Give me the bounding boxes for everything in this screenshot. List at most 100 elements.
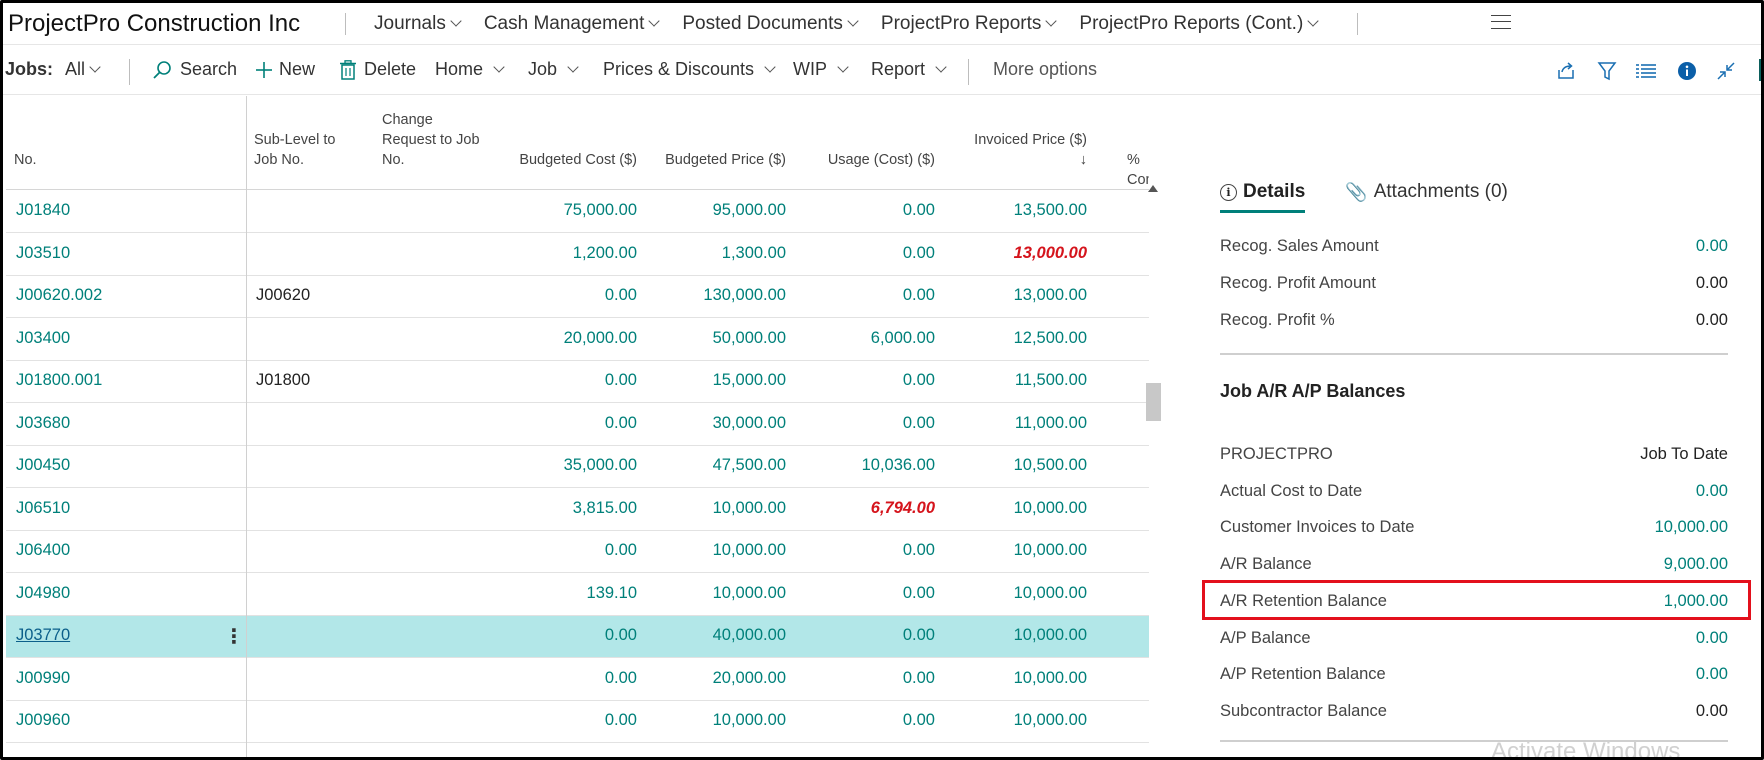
budgeted-cost-value[interactable]: 0.00	[604, 286, 637, 304]
nav-projectpro-reports[interactable]: ProjectPro Reports	[881, 13, 1058, 35]
delete-button[interactable]: Delete	[340, 59, 416, 80]
usage-cost-value[interactable]: 0.00	[902, 541, 935, 559]
row-actions-icon[interactable]: ⋮	[224, 626, 244, 648]
usage-cost-value[interactable]: 0.00	[902, 626, 935, 644]
tab-attachments[interactable]: 📎 Attachments (0)	[1345, 181, 1508, 202]
job-no-link[interactable]: J00990	[16, 668, 71, 687]
job-no-link[interactable]: J01840	[16, 201, 71, 219]
table-row[interactable]: J01840 75,000.00 95,000.00 0.00 13,500.00	[6, 191, 1149, 233]
invoiced-price-value[interactable]: 13,000.00	[1013, 243, 1087, 262]
nav-projectpro-reports-cont[interactable]: ProjectPro Reports (Cont.)	[1079, 13, 1319, 35]
home-menu[interactable]: Home	[435, 59, 505, 80]
usage-cost-value[interactable]: 0.00	[902, 243, 935, 262]
job-no-link[interactable]: J06400	[16, 541, 71, 559]
job-no-link[interactable]: J03770	[16, 626, 71, 644]
invoiced-price-value[interactable]: 11,500.00	[1014, 371, 1087, 389]
invoiced-price-value[interactable]: 13,000.00	[1013, 286, 1087, 304]
table-row[interactable]: J00960 0.00 10,000.00 0.00 10,000.00	[6, 701, 1149, 743]
hamburger-menu-icon[interactable]	[1491, 15, 1511, 29]
table-row[interactable]: J04980 139.10 10,000.00 0.00 10,000.00	[6, 574, 1149, 616]
budgeted-price-value[interactable]: 30,000.00	[712, 413, 786, 432]
budgeted-price-value[interactable]: 1,300.00	[721, 243, 786, 262]
invoiced-price-value[interactable]: 10,000.00	[1013, 583, 1087, 602]
share-icon[interactable]	[1554, 59, 1578, 83]
budgeted-price-value[interactable]: 10,000.00	[712, 711, 786, 729]
column-header-percent-complete[interactable]: % Com	[1127, 152, 1149, 188]
new-button[interactable]: New	[255, 59, 315, 80]
wip-menu[interactable]: WIP	[793, 59, 849, 80]
tab-details[interactable]: i Details	[1220, 181, 1306, 213]
budgeted-cost-value[interactable]: 0.00	[604, 413, 637, 432]
job-no-link[interactable]: J00450	[16, 456, 71, 474]
budgeted-cost-value[interactable]: 0.00	[604, 626, 637, 644]
invoiced-price-value[interactable]: 10,500.00	[1013, 456, 1087, 474]
jobs-filter-dropdown[interactable]: All	[65, 59, 101, 80]
budgeted-cost-value[interactable]: 0.00	[604, 668, 637, 687]
job-no-link[interactable]: J03510	[16, 243, 71, 262]
table-row[interactable]: J00620.002 J00620 0.00 130,000.00 0.00 13,000…	[6, 276, 1149, 318]
usage-cost-value[interactable]: 0.00	[902, 668, 935, 687]
company-name[interactable]: ProjectPro Construction Inc	[8, 9, 301, 37]
invoiced-price-value[interactable]: 12,500.00	[1013, 328, 1087, 347]
budgeted-price-value[interactable]: 50,000.00	[712, 328, 786, 347]
invoiced-price-value[interactable]: 13,500.00	[1013, 201, 1087, 219]
job-menu[interactable]: Job	[528, 59, 579, 80]
table-row[interactable]: J00450 35,000.00 47,500.00 10,036.00 10,500.…	[6, 446, 1149, 488]
budgeted-price-value[interactable]: 10,000.00	[712, 541, 786, 559]
job-no-link[interactable]: J04980	[16, 583, 71, 602]
budgeted-price-value[interactable]: 10,000.00	[712, 583, 786, 602]
budgeted-cost-value[interactable]: 0.00	[604, 541, 637, 559]
table-row[interactable]: J06400 0.00 10,000.00 0.00 10,000.00	[6, 531, 1149, 573]
budgeted-price-value[interactable]: 40,000.00	[712, 626, 786, 644]
usage-cost-value[interactable]: 0.00	[902, 286, 935, 304]
table-row[interactable]: J00990 0.00 20,000.00 0.00 10,000.00	[6, 659, 1149, 701]
budgeted-price-value[interactable]: 47,500.00	[712, 456, 786, 474]
usage-cost-value[interactable]: 0.00	[902, 583, 935, 602]
prices-discounts-menu[interactable]: Prices & Discounts	[603, 59, 776, 80]
usage-cost-value[interactable]: 0.00	[902, 201, 935, 219]
search-button[interactable]: Search	[152, 59, 237, 80]
column-header-no[interactable]: No.	[14, 152, 37, 168]
vertical-scrollbar[interactable]	[1146, 383, 1161, 421]
job-no-link[interactable]: J01800.001	[16, 371, 103, 389]
job-no-link[interactable]: J06510	[16, 498, 71, 517]
budgeted-cost-value[interactable]: 3,815.00	[572, 498, 637, 517]
budgeted-price-value[interactable]: 10,000.00	[712, 498, 786, 517]
job-no-link[interactable]: J00620.002	[16, 286, 103, 304]
collapse-icon[interactable]	[1714, 59, 1738, 83]
usage-cost-value[interactable]: 10,036.00	[861, 456, 935, 474]
table-row[interactable]: J03770 ⋮ 0.00 40,000.00 0.00 10,000.00	[6, 616, 1149, 658]
budgeted-cost-value[interactable]: 139.10	[586, 583, 637, 602]
invoiced-price-value[interactable]: 10,000.00	[1013, 498, 1087, 517]
budgeted-cost-value[interactable]: 75,000.00	[563, 201, 637, 219]
budgeted-price-value[interactable]: 95,000.00	[712, 201, 786, 219]
table-row[interactable]: J03510 1,200.00 1,300.00 0.00 13,000.00	[6, 234, 1149, 276]
budgeted-cost-value[interactable]: 0.00	[604, 371, 637, 389]
column-header-change-request[interactable]: Change Request to Job No.	[382, 112, 480, 168]
usage-cost-value[interactable]: 0.00	[902, 371, 935, 389]
usage-cost-value[interactable]: 0.00	[902, 413, 935, 432]
budgeted-cost-value[interactable]: 1,200.00	[572, 243, 637, 262]
budgeted-price-value[interactable]: 130,000.00	[703, 286, 786, 304]
column-header-budgeted-cost[interactable]: Budgeted Cost ($)	[519, 152, 637, 168]
invoiced-price-value[interactable]: 10,000.00	[1013, 711, 1087, 729]
usage-cost-value[interactable]: 0.00	[902, 711, 935, 729]
budgeted-cost-value[interactable]: 35,000.00	[563, 456, 637, 474]
job-no-link[interactable]: J00960	[16, 711, 71, 729]
column-header-usage-cost[interactable]: Usage (Cost) ($)	[827, 152, 935, 168]
invoiced-price-value[interactable]: 10,000.00	[1013, 541, 1087, 559]
job-no-link[interactable]: J03400	[16, 328, 71, 347]
invoiced-price-value[interactable]: 10,000.00	[1013, 626, 1087, 644]
nav-journals[interactable]: Journals	[374, 13, 462, 35]
table-row[interactable]: J03680 0.00 30,000.00 0.00 11,000.00	[6, 404, 1149, 446]
budgeted-cost-value[interactable]: 20,000.00	[563, 328, 637, 347]
list-view-icon[interactable]	[1634, 59, 1658, 83]
invoiced-price-value[interactable]: 11,000.00	[1014, 413, 1087, 432]
scroll-up-arrow-icon[interactable]	[1148, 185, 1158, 192]
invoiced-price-value[interactable]: 10,000.00	[1013, 668, 1087, 687]
table-row[interactable]: J03400 20,000.00 50,000.00 6,000.00 12,500.0…	[6, 319, 1149, 361]
column-header-budgeted-price[interactable]: Budgeted Price ($)	[665, 152, 786, 168]
budgeted-price-value[interactable]: 20,000.00	[712, 668, 786, 687]
report-menu[interactable]: Report	[871, 59, 947, 80]
nav-cash-management[interactable]: Cash Management	[484, 13, 661, 35]
